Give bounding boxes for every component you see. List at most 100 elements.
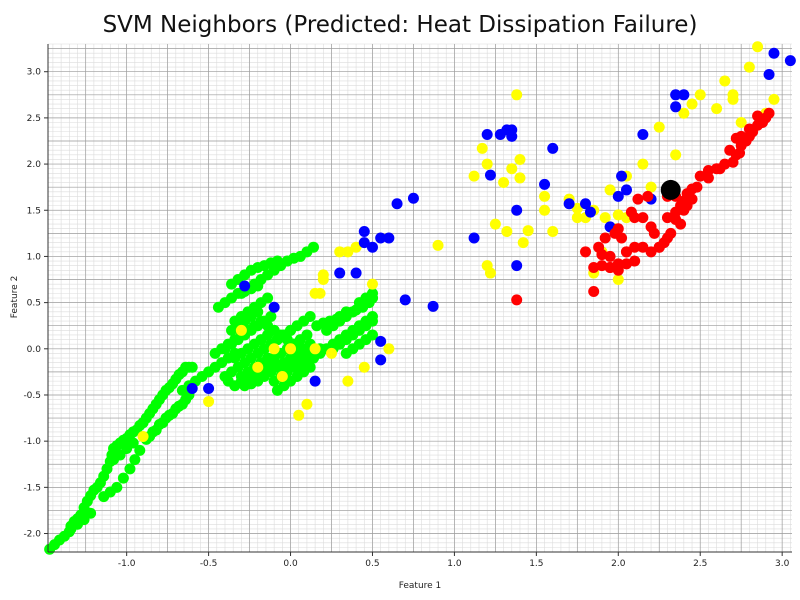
data-point [637,241,649,253]
x-axis-label: Feature 1 [399,581,442,591]
data-point [511,204,523,216]
data-point [427,300,439,312]
data-point [366,287,378,299]
y-tick-label: 1.0 [27,252,42,262]
data-point [571,202,583,214]
data-point [734,147,746,159]
data-point [648,227,660,239]
data-point [301,329,313,341]
data-point [584,206,596,218]
data-point [304,310,316,322]
data-point [314,287,326,299]
y-tick-label: 0.5 [27,299,41,309]
data-point [468,170,480,182]
data-point [203,383,215,395]
data-point [637,158,649,170]
data-point [599,212,611,224]
data-point [511,89,523,101]
data-point [117,472,129,484]
data-point [629,212,641,224]
y-tick-label: -1.5 [23,483,41,493]
data-point [730,132,742,144]
data-point [547,225,559,237]
data-point [358,237,370,249]
x-tick-label: 2.0 [611,559,626,569]
data-point [506,130,518,142]
data-point [342,246,354,258]
data-point [317,269,329,281]
data-point [484,267,496,279]
data-point [694,89,706,101]
data-point [763,107,775,119]
data-point [686,183,698,195]
data-point [489,218,501,230]
data-point [547,142,559,154]
data-point [307,241,319,253]
data-point [604,184,616,196]
data-point [186,383,198,395]
data-point [265,310,277,322]
data-point [665,227,677,239]
data-point [675,218,687,230]
data-point [735,117,747,129]
data-point [711,103,723,115]
data-point [539,178,551,190]
data-point [727,93,739,105]
data-point [629,255,641,267]
x-tick-label: -0.5 [200,559,218,569]
data-point [645,181,657,193]
data-point [85,507,97,519]
data-point [763,68,775,80]
data-point [678,107,690,119]
data-point [599,232,611,244]
data-point [604,250,616,262]
data-point [366,241,378,253]
data-point [137,431,149,443]
data-point [768,93,780,105]
data-point [620,246,632,258]
data-point [481,129,493,141]
data-point [642,190,654,202]
data-point [670,89,682,101]
data-point [157,417,169,429]
data-point [498,177,510,189]
data-point [150,424,162,436]
query-point [660,179,681,200]
data-point [719,75,731,87]
data-point [334,246,346,258]
data-point [366,329,378,341]
data-point [612,264,624,276]
data-point [111,481,123,493]
data-point [235,324,247,336]
data-point [724,144,736,156]
data-point [239,280,251,292]
data-point [501,225,513,237]
data-point [743,123,755,135]
data-point [252,361,264,373]
data-point [399,294,411,306]
data-point [588,262,600,274]
data-point [375,354,387,366]
data-point [752,41,764,53]
data-point [468,232,480,244]
data-point [337,310,349,322]
data-point [616,232,628,244]
data-point [539,204,551,216]
x-tick-label: 0.5 [365,559,379,569]
y-tick-label: 2.5 [27,114,41,124]
data-point [366,278,378,290]
data-point [743,61,755,73]
data-point [334,267,346,279]
data-point [514,172,526,184]
data-point [285,343,297,355]
data-point [517,237,529,249]
data-point [276,371,288,383]
data-point [678,89,690,101]
data-point [714,163,726,175]
data-point [645,246,657,258]
data-point [637,129,649,141]
data-point [127,437,139,449]
data-point [129,454,141,466]
data-point [563,198,575,210]
